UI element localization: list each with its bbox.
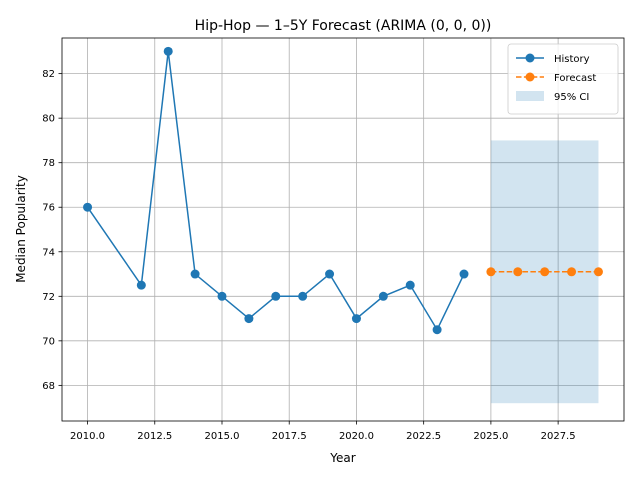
series-layer	[83, 46, 603, 335]
history-point	[298, 291, 308, 301]
y-tick-label: 78	[42, 158, 55, 169]
forecast-point	[513, 267, 523, 277]
history-line	[86, 51, 465, 332]
forecast-point	[567, 267, 577, 277]
x-tick-label: 2022.5	[406, 431, 441, 442]
history-point	[244, 314, 254, 324]
x-axis-label: Year	[329, 451, 355, 465]
legend-swatch-95-ci	[516, 91, 544, 101]
legend-marker-history	[525, 53, 535, 63]
x-tick-label: 2012.5	[137, 431, 172, 442]
legend-label-forecast: Forecast	[554, 73, 596, 84]
x-tick-label: 2027.5	[541, 431, 576, 442]
history-point	[136, 280, 146, 290]
history-point	[217, 291, 227, 301]
legend: History Forecast 95% CI	[507, 43, 619, 115]
y-axis-label: Median Popularity	[14, 175, 28, 283]
history-point	[432, 325, 442, 335]
chart-title: Hip-Hop — 1–5Y Forecast (ARIMA (0, 0, 0)…	[195, 18, 492, 34]
plot-frame	[61, 37, 625, 422]
history-point	[163, 46, 173, 56]
history-point	[459, 269, 469, 279]
y-tick-label: 74	[42, 247, 55, 258]
y-tick-label: 72	[42, 292, 55, 303]
history-point	[271, 291, 281, 301]
forecast-point	[486, 267, 496, 277]
history-point	[83, 202, 93, 212]
legend-label-95-ci: 95% CI	[554, 92, 589, 103]
legend-marker-forecast	[525, 72, 535, 82]
y-tick-label: 80	[42, 114, 55, 125]
history-point	[351, 314, 361, 324]
y-tick-label: 76	[42, 203, 55, 214]
x-tick-label: 2010.0	[70, 431, 105, 442]
history-point	[325, 269, 335, 279]
history-point	[405, 280, 415, 290]
x-tick-label: 2015.0	[204, 431, 239, 442]
x-tick-label: 2025.0	[473, 431, 508, 442]
y-tick-label: 68	[42, 381, 55, 392]
history-point	[378, 291, 388, 301]
legend-box	[507, 43, 619, 115]
x-tick-label: 2020.0	[339, 431, 374, 442]
axis-ticks: 2010.0 2012.5 2015.0 2017.5 2020.0 2022.5 2025…	[42, 69, 575, 442]
x-tick-label: 2017.5	[272, 431, 307, 442]
forecast-point	[593, 267, 603, 277]
forecast-point	[540, 267, 550, 277]
y-tick-label: 70	[42, 336, 55, 347]
y-tick-label: 82	[42, 69, 55, 80]
history-point	[190, 269, 200, 279]
legend-label-history: History	[554, 54, 590, 65]
